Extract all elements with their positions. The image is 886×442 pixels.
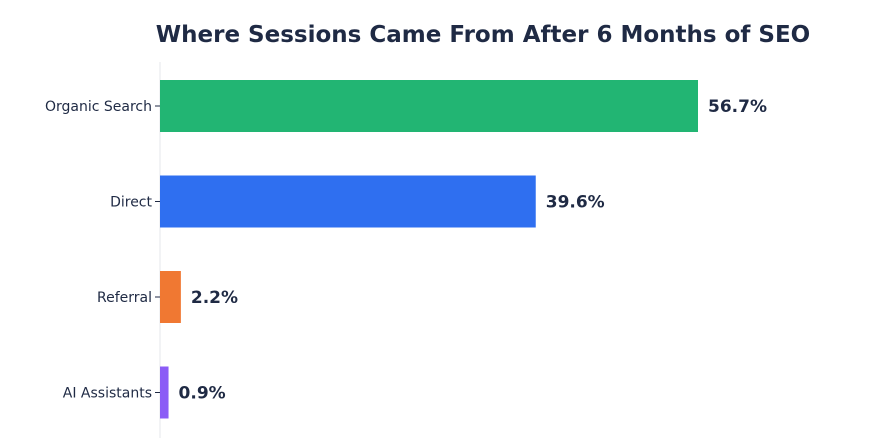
data-label-ai-assistants: 0.9% — [179, 384, 226, 404]
data-label-organic-search: 56.7% — [708, 97, 767, 117]
chart-title: Where Sessions Came From After 6 Months … — [156, 22, 810, 48]
tick-label-ai-assistants: AI Assistants — [63, 386, 152, 402]
bar-ai-assistants — [160, 366, 169, 419]
tick-label-organic-search: Organic Search — [45, 99, 152, 115]
data-label-referral: 2.2% — [191, 288, 238, 308]
bar-referral — [160, 271, 181, 323]
bar-organic-search — [160, 80, 698, 132]
tick-label-referral: Referral — [97, 290, 152, 306]
tick-label-direct: Direct — [110, 195, 152, 211]
bars-group: Organic Search 56.7% Direct 39.6% Referral 2.… — [45, 80, 767, 419]
bar-direct — [160, 175, 536, 228]
data-label-direct: 39.6% — [546, 193, 605, 213]
